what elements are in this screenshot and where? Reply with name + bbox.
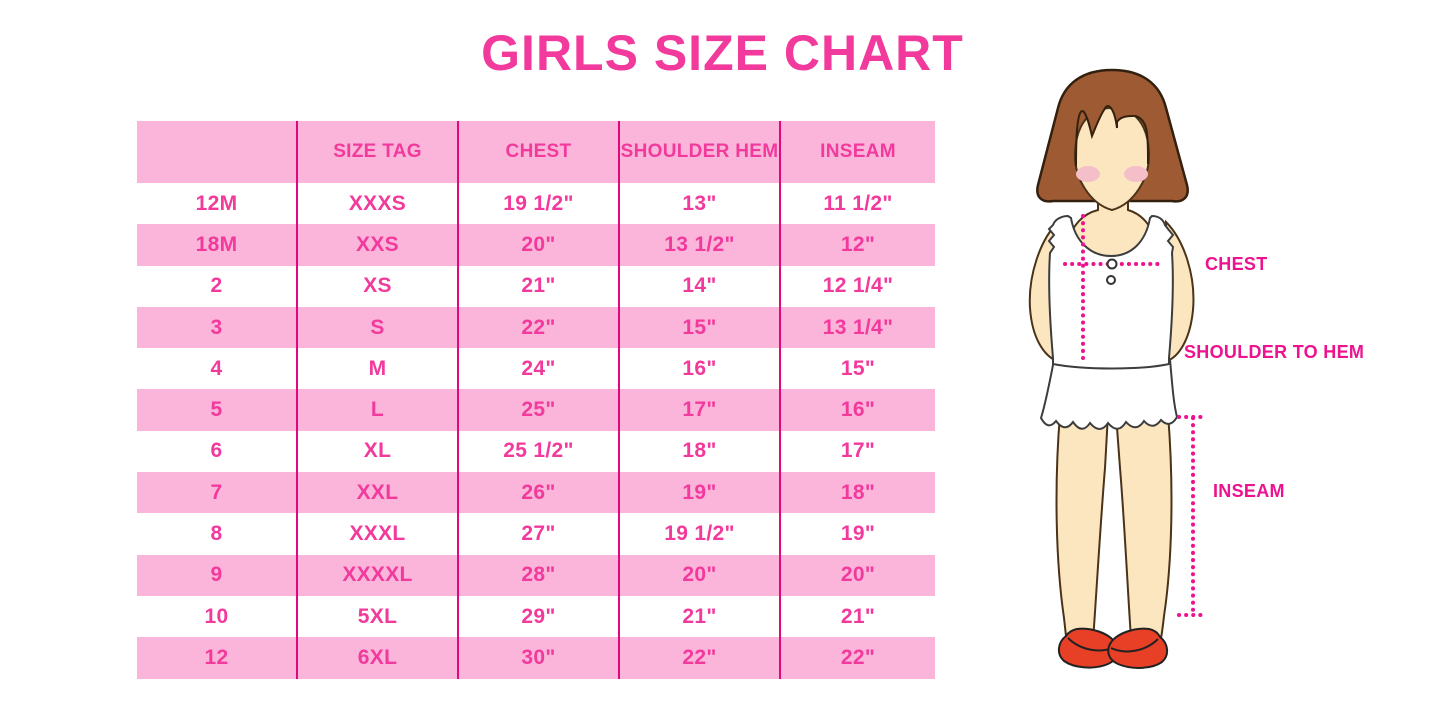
girl-measurement-illustration: CHEST SHOULDER TO HEM INSEAM xyxy=(1020,58,1445,723)
size-value: XXXL xyxy=(298,513,459,555)
skirt xyxy=(1039,359,1179,430)
size-row-label: 4 xyxy=(137,348,298,390)
size-value: 13 1/2" xyxy=(620,224,781,266)
size-value: 5XL xyxy=(298,595,459,638)
size-value: XXXXL xyxy=(298,554,459,596)
shoulder-to-hem-measure-label: SHOULDER TO HEM xyxy=(1184,342,1365,362)
size-value: 20" xyxy=(620,554,781,596)
size-value: 15" xyxy=(781,348,935,390)
size-value: 19" xyxy=(781,513,935,555)
size-value: XXXS xyxy=(298,183,459,225)
page-title: GIRLS SIZE CHART xyxy=(481,25,964,81)
size-value: M xyxy=(298,348,459,390)
size-value: 18" xyxy=(620,430,781,473)
size-value: 20" xyxy=(459,224,620,266)
size-value: 12 1/4" xyxy=(781,265,935,307)
size-row-label: 7 xyxy=(137,472,298,514)
size-row-label: 12 xyxy=(137,637,298,679)
size-value: 16" xyxy=(620,348,781,390)
size-row-label: 8 xyxy=(137,513,298,555)
size-value: 30" xyxy=(459,637,620,679)
size-value: 18" xyxy=(781,472,935,514)
chest-measure-label: CHEST xyxy=(1205,254,1268,274)
size-row-label: 9 xyxy=(137,554,298,596)
right-shoe-strap xyxy=(1110,638,1159,653)
size-value: 17" xyxy=(781,430,935,473)
size-value: 13 1/4" xyxy=(781,306,935,349)
size-value: 28" xyxy=(459,554,620,596)
size-value: XS xyxy=(298,265,459,307)
size-row-label: 18M xyxy=(137,224,298,266)
top-button xyxy=(1106,258,1118,270)
size-value: 6XL xyxy=(298,637,459,679)
size-value: 24" xyxy=(459,348,620,390)
size-value: 19" xyxy=(620,472,781,514)
size-value: 14" xyxy=(620,265,781,307)
size-value: XL xyxy=(298,430,459,473)
shirt xyxy=(1047,214,1175,370)
size-value: XXS xyxy=(298,224,459,266)
size-value: 19 1/2" xyxy=(459,183,620,225)
size-value: 25" xyxy=(459,389,620,431)
left-blush xyxy=(1076,166,1100,182)
left-leg xyxy=(1055,413,1110,655)
size-row-label: 10 xyxy=(137,595,298,638)
right-shoe xyxy=(1107,627,1168,669)
size-value: 21" xyxy=(620,595,781,638)
size-value: 17" xyxy=(620,389,781,431)
size-value: 26" xyxy=(459,472,620,514)
size-value: XXL xyxy=(298,472,459,514)
size-value: 25 1/2" xyxy=(459,430,620,473)
size-value: L xyxy=(298,389,459,431)
size-value: 22" xyxy=(459,306,620,349)
bangs-edge xyxy=(1075,105,1149,167)
size-value: 21" xyxy=(459,265,620,307)
size-value: 22" xyxy=(620,637,781,679)
size-value: 12" xyxy=(781,224,935,266)
size-value: 19 1/2" xyxy=(620,513,781,555)
size-value: 16" xyxy=(781,389,935,431)
size-row-label: 3 xyxy=(137,306,298,349)
column-header-shoulder-hem: SHOULDER HEM xyxy=(620,121,781,183)
size-chart-table: SIZE TAG CHEST SHOULDER HEM INSEAM 12M XXXS 19… xyxy=(137,121,935,679)
size-row-label: 12M xyxy=(137,183,298,225)
size-value: 22" xyxy=(781,637,935,679)
size-row-label: 5 xyxy=(137,389,298,431)
size-value: 29" xyxy=(459,595,620,638)
girl-figure-svg xyxy=(1028,68,1209,669)
size-value: 15" xyxy=(620,306,781,349)
right-leg xyxy=(1114,413,1173,653)
column-header-inseam: INSEAM xyxy=(781,121,935,183)
inseam-measure-label: INSEAM xyxy=(1213,481,1285,501)
bottom-button xyxy=(1106,275,1116,285)
size-value: 21" xyxy=(781,595,935,638)
size-value: S xyxy=(298,306,459,349)
column-header-size-tag: SIZE TAG xyxy=(298,121,459,183)
size-value: 20" xyxy=(781,554,935,596)
bangs xyxy=(1075,94,1149,166)
size-row-label: 2 xyxy=(137,265,298,307)
size-row-label: 6 xyxy=(137,430,298,473)
size-value: 27" xyxy=(459,513,620,555)
right-blush xyxy=(1124,166,1148,182)
size-value: 11 1/2" xyxy=(781,183,935,225)
column-header-blank xyxy=(137,121,298,183)
column-header-chest: CHEST xyxy=(459,121,620,183)
size-value: 13" xyxy=(620,183,781,225)
